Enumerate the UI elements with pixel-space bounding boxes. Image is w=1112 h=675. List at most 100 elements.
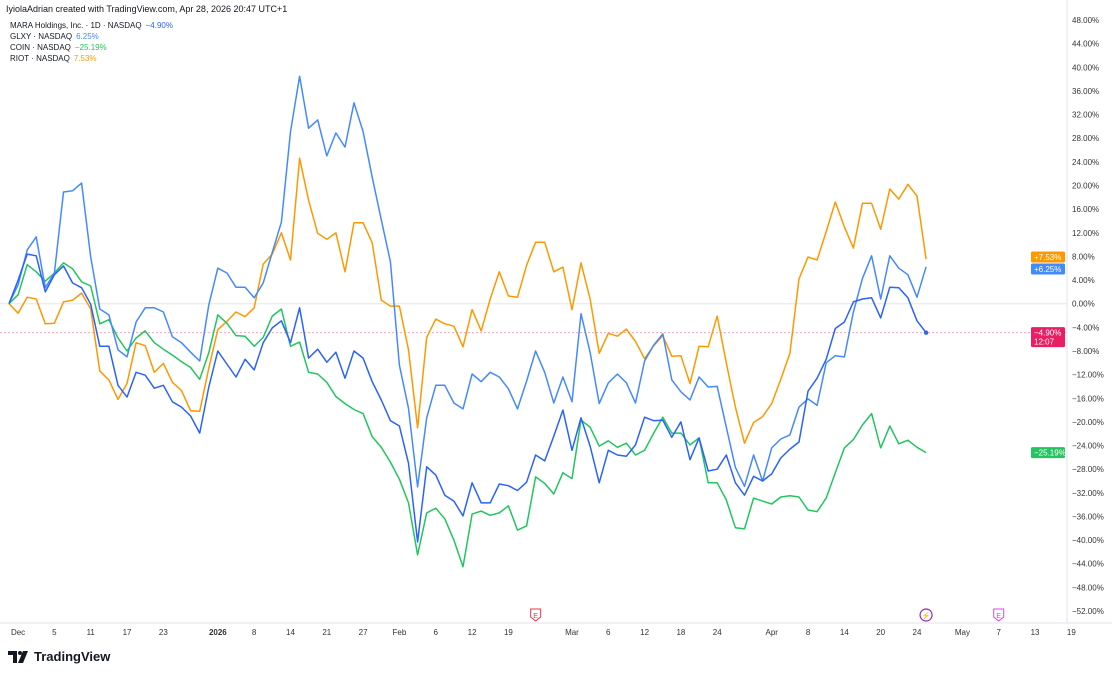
x-tick-label: 27 <box>359 628 368 637</box>
legend-label: GLXY · NASDAQ <box>10 32 73 41</box>
legend-item-riot[interactable]: RIOT · NASDAQ 7.53% <box>10 53 173 64</box>
y-tick-label: −8.00% <box>1072 347 1099 356</box>
legend-value: −4.90% <box>145 21 173 30</box>
event-label: E <box>533 613 538 620</box>
lightning-icon-circle <box>919 608 933 622</box>
series-line-coin[interactable] <box>8 262 927 568</box>
price-badge-glxy: +6.25% <box>1031 263 1065 275</box>
time-axis[interactable]: Dec 5 11 17 23 2026 8 14 21 27 Feb 6 12 19 Mar 6 12 18 24 A… <box>11 628 1076 637</box>
x-tick-label: 8 <box>252 628 257 637</box>
y-tick-label: 16.00% <box>1072 205 1099 214</box>
x-tick-label: 11 <box>87 628 96 637</box>
x-tick-label: 2026 <box>209 628 227 637</box>
price-badge-text: +7.53% <box>1034 253 1061 262</box>
price-badge-bg <box>1031 447 1065 459</box>
y-tick-label: −16.00% <box>1072 394 1104 403</box>
event-markers[interactable]: E ⚡ E <box>530 608 1005 622</box>
y-tick-label: 48.00% <box>1072 16 1099 25</box>
reference-lines <box>0 303 1067 334</box>
legend-item-glxy[interactable]: GLXY · NASDAQ 6.25% <box>10 31 173 42</box>
price-axis[interactable]: 48.00% 44.00% 40.00% 36.00% 32.00% 28.00% 24.0… <box>1072 16 1104 616</box>
x-tick-label: 24 <box>913 628 922 637</box>
y-tick-label: −12.00% <box>1072 371 1104 380</box>
x-tick-label: 19 <box>1067 628 1076 637</box>
y-tick-label: 12.00% <box>1072 229 1099 238</box>
price-badge-bg <box>1031 251 1065 263</box>
y-tick-label: 8.00% <box>1072 252 1095 261</box>
x-tick-label: 19 <box>504 628 513 637</box>
earnings-icon[interactable]: E <box>530 608 542 622</box>
x-tick-label: 18 <box>676 628 685 637</box>
price-badge-text: −4.90% <box>1034 329 1061 338</box>
x-tick-label: 7 <box>996 628 1001 637</box>
y-tick-label: 44.00% <box>1072 40 1099 49</box>
price-badges: +7.53% +6.25% −4.90%12:07 −25.19% <box>1031 251 1066 459</box>
series-line-mara[interactable] <box>8 253 927 543</box>
price-badge-coin: −25.19% <box>1031 447 1066 459</box>
earnings-icon-flag <box>530 608 542 622</box>
legend-label: RIOT · NASDAQ <box>10 54 70 63</box>
x-tick-label: 17 <box>123 628 132 637</box>
legend-label: MARA Holdings, Inc. · 1D · NASDAQ <box>10 21 142 30</box>
legend-value: −25.19% <box>74 43 107 52</box>
x-tick-label: 24 <box>713 628 722 637</box>
lightning-icon[interactable]: ⚡ <box>919 608 933 622</box>
y-tick-label: −28.00% <box>1072 465 1104 474</box>
event-label: ⚡ <box>922 611 931 620</box>
legend: MARA Holdings, Inc. · 1D · NASDAQ −4.90% … <box>6 18 177 66</box>
x-tick-label: Dec <box>11 628 25 637</box>
legend-item-coin[interactable]: COIN · NASDAQ −25.19% <box>10 42 173 53</box>
x-tick-label: 12 <box>468 628 477 637</box>
x-tick-label: 6 <box>434 628 439 637</box>
y-tick-label: −36.00% <box>1072 512 1104 521</box>
plot-area[interactable] <box>0 0 1067 623</box>
y-tick-label: 4.00% <box>1072 276 1095 285</box>
y-tick-label: −20.00% <box>1072 418 1104 427</box>
price-badge-bg <box>1031 263 1065 275</box>
price-badge-text: +6.25% <box>1034 265 1061 274</box>
countdown-text: 12:07 <box>1034 338 1055 347</box>
price-badge-text: −25.19% <box>1034 449 1066 458</box>
y-tick-label: −48.00% <box>1072 583 1104 592</box>
y-tick-label: 32.00% <box>1072 111 1099 120</box>
y-tick-label: 28.00% <box>1072 134 1099 143</box>
y-tick-label: 40.00% <box>1072 63 1099 72</box>
last-point-marker <box>923 330 929 335</box>
y-tick-label: −32.00% <box>1072 489 1104 498</box>
chart-credit: IyiolaAdrian created with TradingView.co… <box>6 4 288 14</box>
x-tick-label: 20 <box>876 628 885 637</box>
y-tick-label: −52.00% <box>1072 607 1104 616</box>
x-tick-label: May <box>955 628 970 637</box>
x-tick-label: 12 <box>640 628 649 637</box>
x-tick-label: Mar <box>565 628 579 637</box>
event-label: E <box>996 613 1001 620</box>
legend-label: COIN · NASDAQ <box>10 43 71 52</box>
x-tick-label: 8 <box>806 628 811 637</box>
y-tick-label: 0.00% <box>1072 300 1095 309</box>
x-tick-label: 14 <box>840 628 849 637</box>
x-tick-label: 21 <box>322 628 331 637</box>
legend-value: 7.53% <box>73 54 97 63</box>
legend-item-mara[interactable]: MARA Holdings, Inc. · 1D · NASDAQ −4.90% <box>10 20 173 31</box>
x-tick-label: 6 <box>606 628 611 637</box>
legend-value: 6.25% <box>76 32 99 41</box>
series-line-riot[interactable] <box>8 157 927 444</box>
price-badge-mara: −4.90%12:07 <box>1031 327 1065 348</box>
price-badge-bg <box>1031 327 1065 348</box>
series-lines <box>8 75 929 568</box>
tradingview-logo-icon <box>8 650 28 663</box>
y-tick-label: −40.00% <box>1072 536 1104 545</box>
earnings-icon[interactable]: E <box>993 608 1005 622</box>
comparison-chart[interactable]: 48.00% 44.00% 40.00% 36.00% 32.00% 28.00% 24.0… <box>0 0 1112 640</box>
price-badge-riot: +7.53% <box>1031 251 1065 263</box>
x-tick-label: 13 <box>1031 628 1040 637</box>
x-tick-label: 23 <box>159 628 168 637</box>
series-line-glxy[interactable] <box>8 75 927 488</box>
y-tick-label: 20.00% <box>1072 182 1099 191</box>
x-tick-label: Feb <box>393 628 407 637</box>
tradingview-logo[interactable]: TradingView <box>8 649 110 664</box>
x-tick-label: Apr <box>765 628 778 637</box>
y-tick-label: −4.00% <box>1072 323 1099 332</box>
y-tick-label: −44.00% <box>1072 560 1104 569</box>
y-tick-label: 36.00% <box>1072 87 1099 96</box>
